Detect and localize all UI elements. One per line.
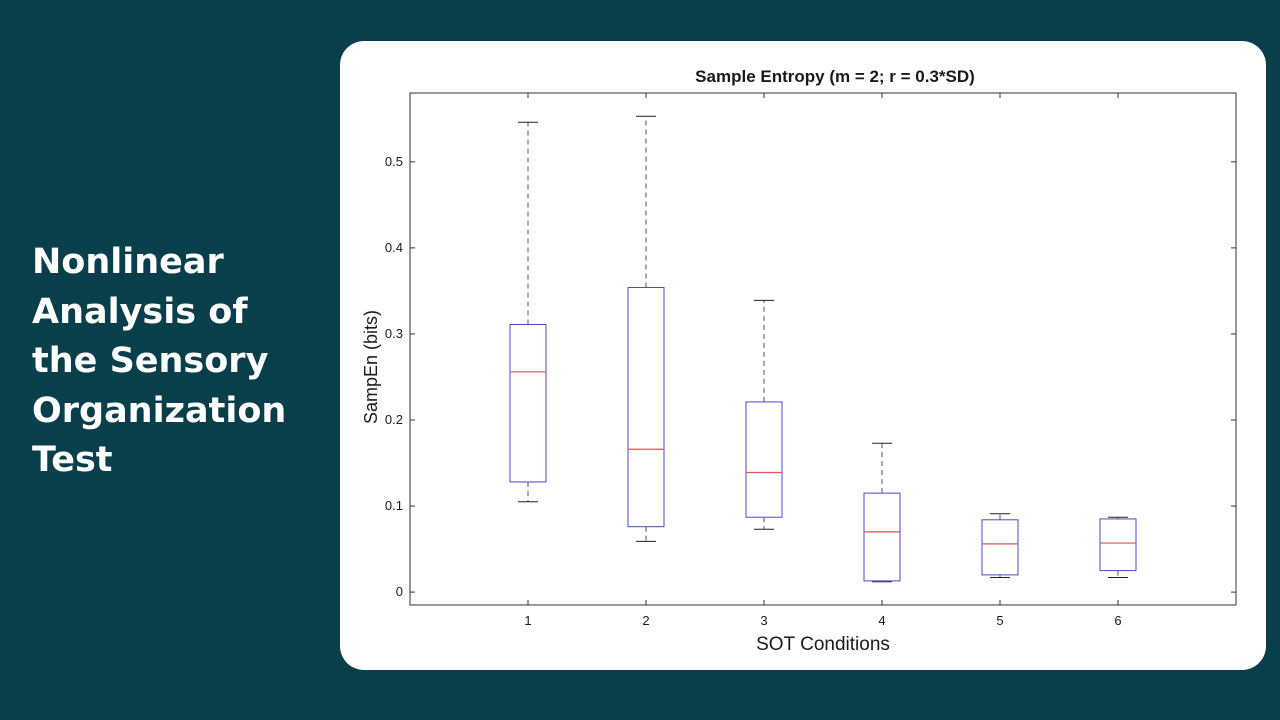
x-tick-label: 2 — [642, 613, 649, 628]
x-tick-label: 6 — [1114, 613, 1121, 628]
y-tick-label: 0.2 — [385, 412, 403, 427]
iqr-box — [745, 401, 783, 518]
y-tick-label: 0.5 — [385, 154, 403, 169]
y-tick-label: 0.1 — [385, 498, 403, 513]
chart-title: Sample Entropy (m = 2; r = 0.3*SD) — [695, 67, 975, 86]
box-4 — [863, 442, 901, 583]
iqr-box — [863, 492, 901, 582]
x-tick-label: 4 — [878, 613, 885, 628]
iqr-box — [627, 286, 665, 528]
slide-title: Nonlinear Analysis of the Sensory Organi… — [32, 242, 287, 480]
iqr-box — [981, 519, 1019, 576]
box-6 — [1099, 516, 1137, 578]
chart-card: Sample Entropy (m = 2; r = 0.3*SD) SOT C… — [340, 41, 1266, 670]
x-tick-label: 3 — [760, 613, 767, 628]
plot-area — [409, 92, 1237, 606]
y-tick-label: 0.3 — [385, 326, 403, 341]
y-tick-label: 0 — [396, 584, 403, 599]
x-tick-label: 1 — [524, 613, 531, 628]
y-axis-label: SampEn (bits) — [361, 310, 381, 424]
box-2 — [627, 115, 665, 542]
y-tick-label: 0.4 — [385, 240, 403, 255]
iqr-box — [1099, 518, 1137, 572]
box-3 — [745, 299, 783, 530]
iqr-box — [509, 323, 547, 483]
x-axis-label: SOT Conditions — [756, 634, 890, 655]
x-tick-label: 5 — [996, 613, 1003, 628]
box-1 — [509, 121, 547, 503]
boxplot-chart: Sample Entropy (m = 2; r = 0.3*SD) SOT C… — [361, 67, 1237, 655]
box-5 — [981, 513, 1019, 578]
